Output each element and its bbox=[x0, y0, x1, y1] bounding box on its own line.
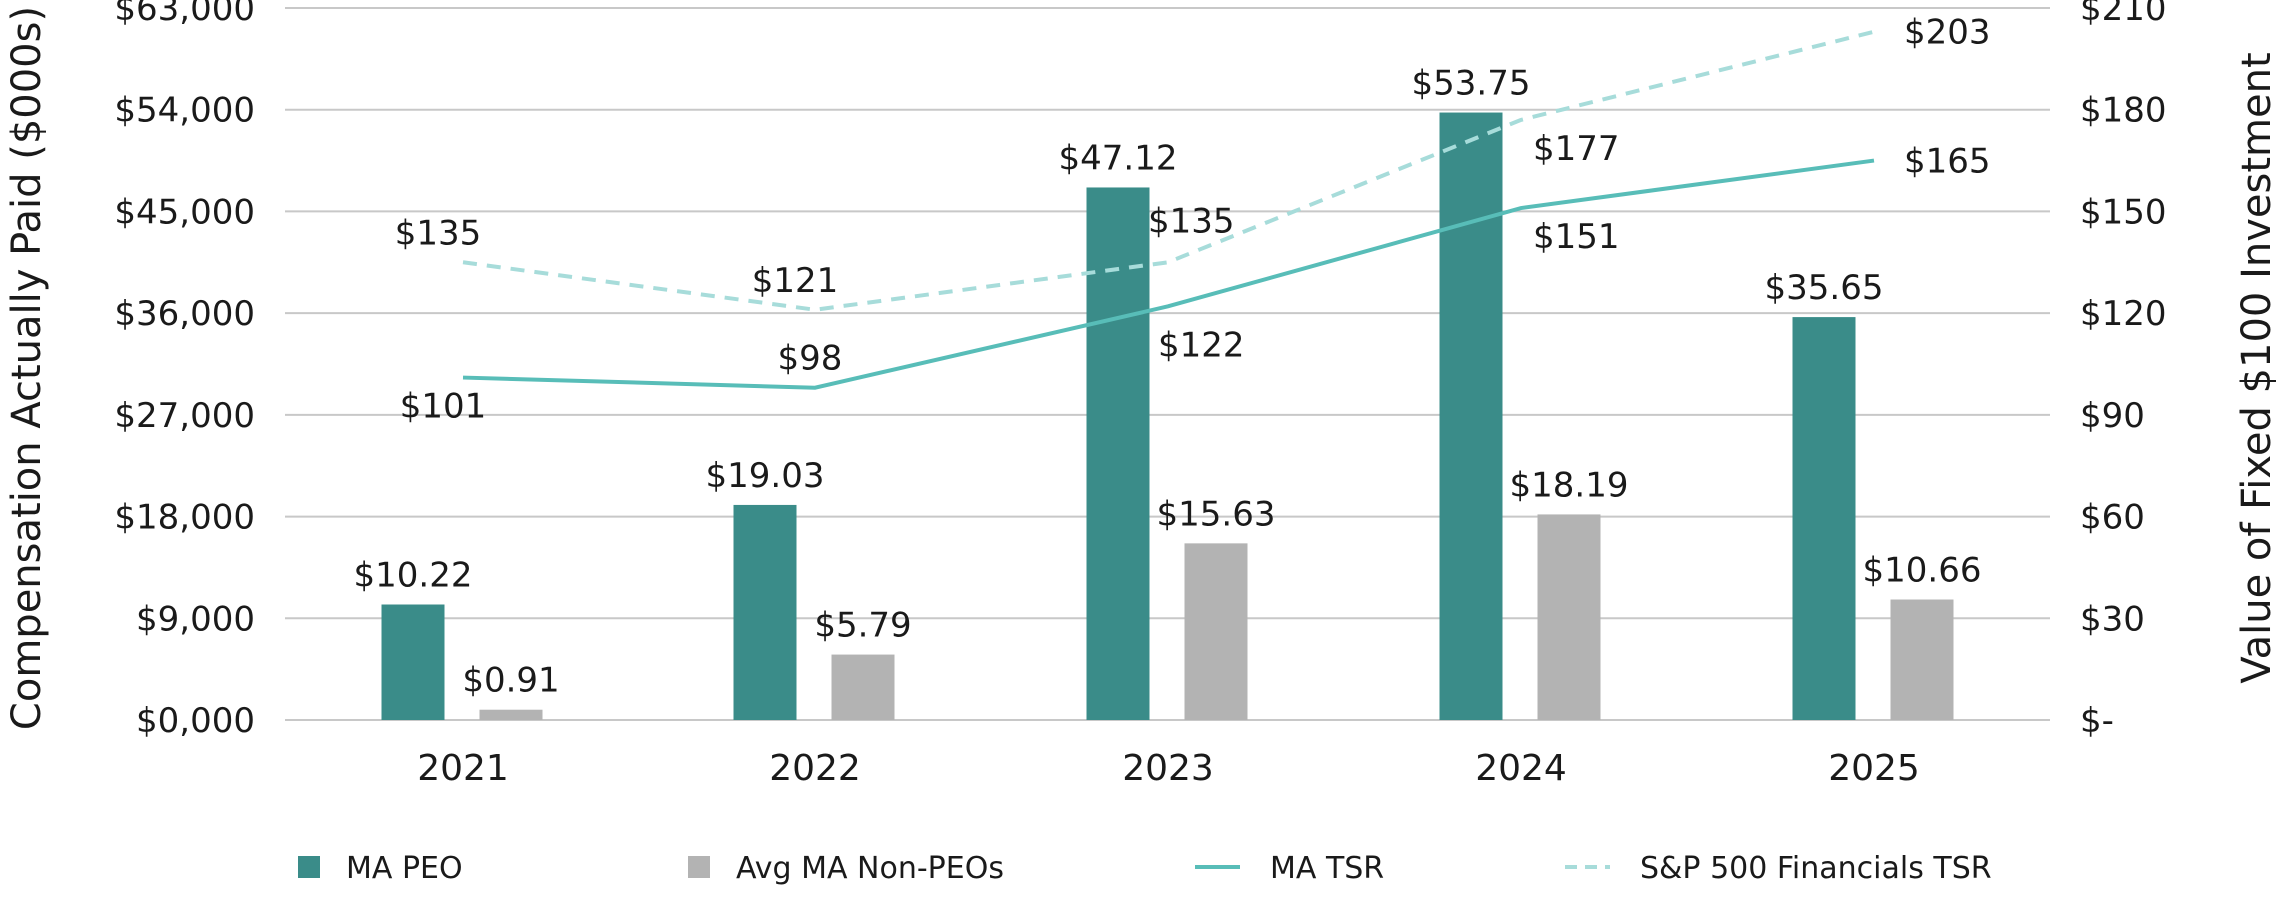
legend-label: Avg MA Non-PEOs bbox=[736, 851, 1004, 886]
bar-avg-non-peo bbox=[1890, 599, 1954, 720]
axes: Compensation Actually Paid ($000s) Value… bbox=[4, 0, 2280, 789]
line-data-label: $98 bbox=[778, 339, 843, 379]
legend-swatch bbox=[298, 856, 320, 878]
y-right-tick-label: $120 bbox=[2080, 294, 2167, 334]
bar-avg-non-peo bbox=[1184, 543, 1248, 720]
legend: MA PEO Avg MA Non-PEOs MA TSR S&P 500 Finan… bbox=[298, 851, 1992, 886]
line-data-label: $203 bbox=[1904, 13, 1991, 53]
bar-data-label: $10.66 bbox=[1863, 551, 1982, 591]
bar-data-label: $5.79 bbox=[814, 606, 911, 646]
y-axis-left-title: Compensation Actually Paid ($000s) bbox=[4, 6, 50, 730]
y-left-tick-label: $45,000 bbox=[114, 192, 255, 232]
line-data-label: $151 bbox=[1533, 217, 1620, 257]
bar-ma-peo bbox=[1439, 112, 1503, 721]
grid bbox=[285, 7, 2050, 721]
line-data-label: $165 bbox=[1904, 142, 1991, 182]
line-data-label: $101 bbox=[400, 387, 487, 427]
bar-data-label: $47.12 bbox=[1059, 138, 1178, 178]
legend-label: MA PEO bbox=[346, 851, 463, 886]
bar-avg-non-peo bbox=[831, 654, 895, 720]
bar-ma-peo bbox=[1792, 317, 1856, 720]
bar-ma-peo bbox=[733, 504, 797, 720]
y-left-tick-label: $9,000 bbox=[136, 599, 255, 639]
bar-ma-peo bbox=[1086, 187, 1150, 720]
line-sp500-financials-tsr bbox=[462, 29, 1875, 312]
bar-avg-non-peo bbox=[479, 709, 543, 720]
x-tick-label: 2024 bbox=[1475, 748, 1567, 789]
x-tick-label: 2025 bbox=[1828, 748, 1920, 789]
bar-avg-non-peo bbox=[1537, 514, 1601, 720]
y-left-tick-label: $0,000 bbox=[136, 701, 255, 741]
y-right-tick-label: $150 bbox=[2080, 192, 2167, 232]
bar-ma-peo bbox=[381, 604, 445, 720]
bar-data-label: $35.65 bbox=[1765, 268, 1884, 308]
line-data-label: $177 bbox=[1533, 129, 1620, 169]
y-right-tick-label: $180 bbox=[2080, 91, 2167, 131]
y-right-tick-label: $60 bbox=[2080, 498, 2145, 538]
y-right-tick-label: $30 bbox=[2080, 599, 2145, 639]
bar-data-label: $0.91 bbox=[462, 661, 559, 701]
line-data-label: $121 bbox=[752, 261, 839, 301]
x-tick-label: 2023 bbox=[1122, 748, 1214, 789]
legend-swatch bbox=[688, 856, 710, 878]
line-ma-tsr bbox=[462, 158, 1875, 390]
y-left-tick-label: $18,000 bbox=[114, 498, 255, 538]
bar-data-label: $15.63 bbox=[1157, 494, 1276, 534]
y-right-tick-label: $210 bbox=[2080, 0, 2167, 29]
line-data-label: $135 bbox=[1148, 201, 1235, 241]
y-left-tick-label: $54,000 bbox=[114, 91, 255, 131]
line-data-label: $122 bbox=[1158, 325, 1245, 365]
bar-data-label: $10.22 bbox=[354, 555, 473, 595]
y-left-tick-label: $36,000 bbox=[114, 294, 255, 334]
bar-data-label: $53.75 bbox=[1412, 64, 1531, 104]
y-left-tick-label: $27,000 bbox=[114, 396, 255, 436]
y-right-tick-label: $90 bbox=[2080, 396, 2145, 436]
y-right-tick-label: $- bbox=[2080, 701, 2114, 741]
y-left-tick-label: $63,000 bbox=[114, 0, 255, 29]
x-tick-label: 2021 bbox=[417, 748, 509, 789]
lines bbox=[462, 29, 1875, 390]
x-tick-label: 2022 bbox=[769, 748, 861, 789]
data-labels: $10.22 $19.03 $47.12 $53.75 $35.65 $0.91 $5.79… bbox=[354, 13, 1991, 701]
bars bbox=[381, 112, 1954, 721]
legend-label: MA TSR bbox=[1270, 851, 1384, 886]
bar-data-label: $19.03 bbox=[706, 456, 825, 496]
legend-label: S&P 500 Financials TSR bbox=[1640, 851, 1992, 886]
y-axis-right-title: Value of Fixed $100 Investment bbox=[2234, 52, 2280, 683]
line-data-label: $135 bbox=[395, 213, 482, 253]
bar-data-label: $18.19 bbox=[1510, 465, 1629, 505]
